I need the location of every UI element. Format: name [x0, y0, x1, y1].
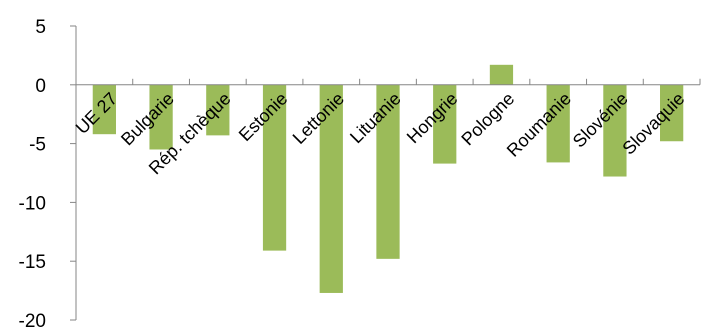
- bar: [489, 64, 514, 85]
- bar: [149, 84, 173, 150]
- bar: [546, 84, 570, 163]
- bar: [262, 84, 287, 251]
- y-tick-label: -20: [19, 311, 46, 332]
- y-tick-label: -10: [19, 193, 46, 214]
- bar: [319, 84, 343, 293]
- y-tick-label: -15: [19, 252, 46, 273]
- x-axis: [75, 78, 701, 86]
- y-tick-label: -5: [29, 135, 46, 156]
- bar: [660, 84, 684, 142]
- bars: [92, 64, 684, 293]
- bar: [206, 84, 230, 136]
- y-tick-label: 0: [35, 76, 46, 97]
- bar: [92, 84, 116, 135]
- bar: [603, 84, 627, 177]
- y-axis: 5 0 -5 -10 -15 -20: [19, 17, 77, 332]
- y-tick-label: 5: [35, 17, 46, 38]
- bar: [376, 84, 400, 259]
- bar: [433, 84, 457, 164]
